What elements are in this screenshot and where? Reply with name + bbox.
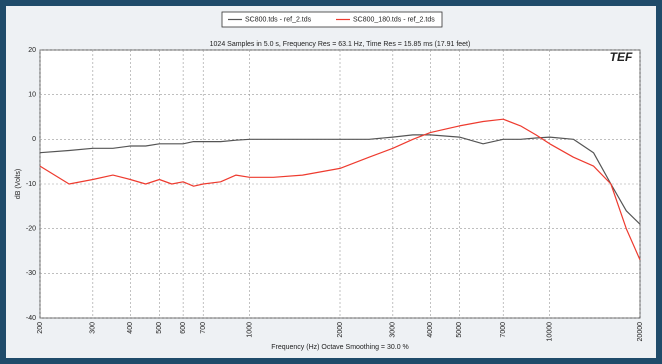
chart: 1024 Samples in 5.0 s, Frequency Res = 6… (15, 11, 644, 351)
x-tick-label: 5000 (456, 322, 463, 338)
x-tick-label: 600 (180, 322, 187, 334)
y-tick-label: 0 (32, 136, 36, 143)
series-line (39, 134, 641, 225)
x-tick-label: 3000 (390, 322, 397, 338)
x-tick-label: 4000 (427, 322, 434, 338)
x-tick-label: 200 (37, 322, 44, 334)
x-tick-label: 20000 (637, 322, 644, 342)
x-tick-label: 300 (90, 322, 97, 334)
y-tick-label: -40 (26, 315, 36, 322)
y-tick-label: 10 (28, 92, 36, 99)
x-tick-label: 7000 (500, 322, 507, 338)
x-axis-label: Frequency (Hz) Octave Smoothing = 30.0 % (271, 344, 409, 351)
legend-label: SC800.tds - ref_2.tds (245, 16, 312, 23)
y-tick-label: -30 (26, 270, 36, 277)
y-axis-label: dB (Volts) (15, 169, 22, 199)
series-line (39, 118, 641, 261)
x-tick-label: 700 (200, 322, 207, 334)
legend (221, 11, 443, 28)
legend-label: SC800_180.tds - ref_2.tds (353, 16, 435, 23)
x-tick-label: 400 (127, 322, 134, 334)
x-tick-label: 1000 (247, 322, 254, 338)
x-tick-label: 500 (156, 322, 163, 334)
chart-title: 1024 Samples in 5.0 s, Frequency Res = 6… (210, 41, 471, 48)
x-tick-label: 2000 (337, 322, 344, 338)
y-tick-label: -10 (26, 181, 36, 188)
logo: TEF (610, 50, 633, 64)
y-tick-label: -20 (26, 226, 36, 233)
y-tick-label: 20 (28, 47, 36, 54)
x-tick-label: 10000 (547, 322, 554, 342)
